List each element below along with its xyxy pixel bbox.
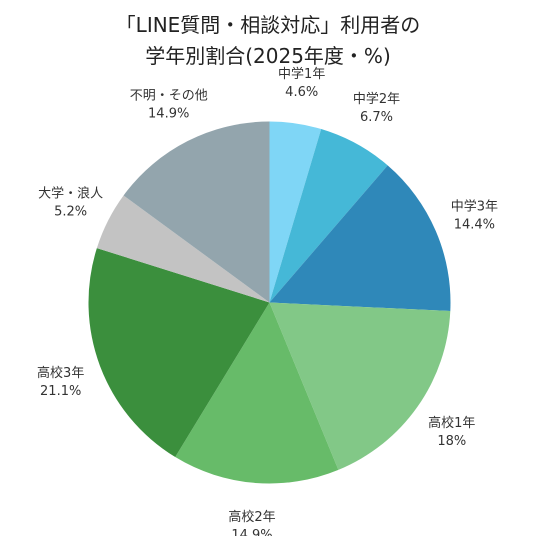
pie-slice: [96, 195, 270, 303]
pie-slice: [88, 248, 270, 458]
slice-value-label: 5.2%: [54, 205, 87, 220]
slice-label: 不明・その他 14.9%: [130, 89, 208, 122]
slice-label: 中学1年 4.6%: [278, 66, 325, 100]
slice-label: 高校1年 18%: [428, 415, 475, 449]
pie-slices: [88, 121, 451, 484]
slice-value-label: 4.6%: [285, 85, 318, 100]
slice-category-label: 高校2年: [228, 509, 275, 525]
slice-label: 高校3年 21.1%: [37, 365, 84, 399]
slice-category-label: 中学3年: [451, 198, 498, 214]
slice-category-label: 高校3年: [37, 365, 84, 381]
pie-slice: [175, 302, 339, 484]
slice-category-label: 高校1年: [428, 415, 475, 431]
pie-slice: [269, 129, 388, 303]
pie-slice: [269, 121, 322, 303]
slice-value-label: 18%: [437, 434, 466, 449]
slice-value-label: 14.4%: [454, 217, 495, 232]
chart-title-line-2: 学年別割合(2025年度・%): [145, 44, 391, 68]
chart-title-line-1: 「LINE質問・相談対応」利用者の: [115, 13, 421, 37]
slice-value-label: 14.9%: [231, 528, 272, 536]
slice-value-label: 6.7%: [360, 110, 393, 125]
slice-value-label: 14.9%: [148, 107, 189, 122]
slice-category-label: 中学1年: [278, 66, 325, 82]
slice-label: 高校2年 14.9%: [228, 509, 275, 536]
slice-category-label: 中学2年: [353, 91, 400, 107]
slice-category-label: 大学・浪人: [38, 186, 103, 202]
chart-title: 「LINE質問・相談対応」利用者の 学年別割合(2025年度・%): [0, 10, 536, 72]
slice-category-label: 不明・その他: [130, 89, 208, 104]
pie-slice: [123, 121, 270, 303]
pie-slice: [269, 302, 451, 470]
slice-label: 大学・浪人 5.2%: [38, 186, 103, 220]
pie-slice: [269, 165, 451, 312]
slice-label: 中学2年 6.7%: [353, 91, 400, 125]
pie-labels: 中学1年 4.6% 中学2年 6.7% 中学3年 14.4% 高校1年 18% 高校2年 14.9…: [37, 66, 498, 536]
slice-value-label: 21.1%: [40, 384, 81, 399]
slice-label: 中学3年 14.4%: [451, 198, 498, 232]
